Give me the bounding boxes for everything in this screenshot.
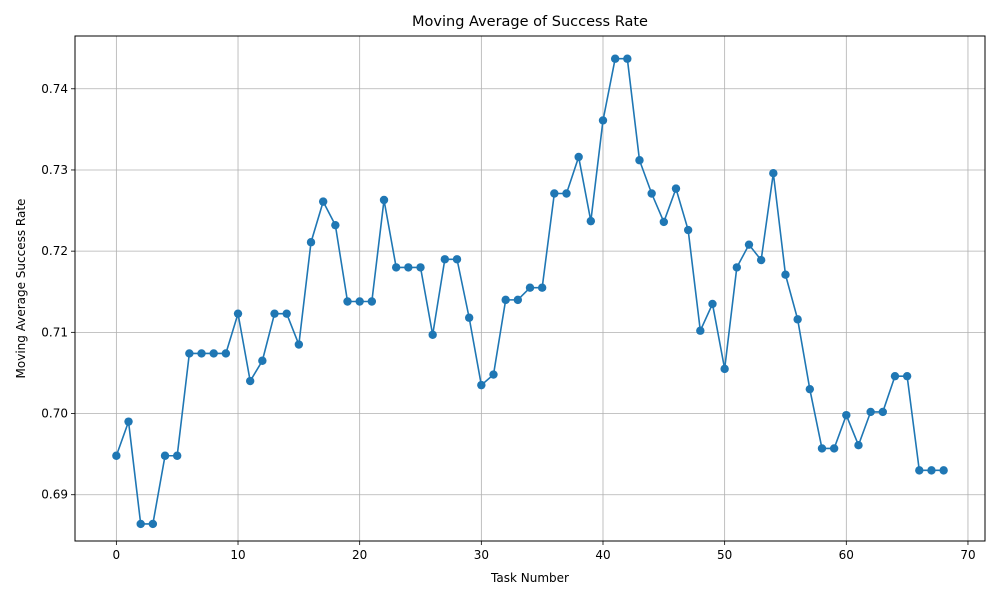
data-point (720, 364, 729, 374)
data-point (233, 309, 243, 318)
data-point (842, 410, 851, 420)
data-point (367, 297, 377, 306)
data-point (854, 440, 863, 450)
data-point (245, 376, 255, 386)
x-tick-label: 60 (839, 548, 854, 562)
data-point (428, 330, 437, 339)
data-point (112, 451, 121, 460)
data-point (829, 444, 839, 453)
data-point (221, 349, 231, 358)
data-point (318, 197, 328, 206)
data-point (331, 220, 340, 230)
data-point (781, 270, 790, 279)
plot-frame (74, 35, 986, 542)
data-point (598, 116, 608, 125)
data-point (258, 356, 267, 365)
data-point (756, 255, 766, 265)
data-point (927, 466, 936, 475)
data-point (294, 340, 304, 349)
y-tick-label: 0.72 (41, 244, 68, 258)
data-point (708, 299, 717, 309)
data-point (464, 313, 474, 322)
y-tick-label: 0.74 (41, 82, 68, 96)
data-point (416, 263, 425, 272)
data-point (890, 371, 900, 381)
data-point (209, 349, 218, 358)
data-point (160, 451, 170, 460)
x-tick-label: 20 (352, 548, 367, 562)
data-point (282, 309, 291, 318)
data-point (939, 466, 948, 475)
data-point (452, 255, 462, 264)
data-point (343, 297, 352, 306)
x-tick-label: 40 (595, 548, 610, 562)
data-point (172, 451, 182, 460)
x-tick-label: 0 (113, 548, 121, 562)
data-point (647, 189, 656, 198)
data-point (574, 152, 583, 162)
y-tick-label: 0.69 (41, 488, 68, 502)
data-point (769, 169, 778, 178)
data-point (610, 54, 620, 63)
data-point (270, 309, 279, 318)
data-point (124, 417, 133, 426)
y-tick-label: 0.71 (41, 325, 68, 339)
data-point (635, 156, 644, 165)
data-point (148, 519, 158, 529)
data-point (866, 407, 875, 417)
data-point (391, 263, 401, 272)
data-point (440, 255, 450, 264)
y-tick-label: 0.73 (41, 163, 68, 177)
data-point (537, 283, 547, 292)
data-point (525, 283, 535, 292)
grid-lines (75, 36, 985, 541)
x-tick-label: 50 (717, 548, 732, 562)
x-axis-label: Task Number (490, 571, 569, 585)
data-point (562, 189, 571, 198)
x-tick-label: 70 (960, 548, 975, 562)
data-point (306, 238, 316, 247)
series-layer (112, 54, 948, 529)
data-point (817, 444, 827, 453)
data-point (623, 54, 632, 63)
data-point (793, 315, 802, 324)
data-point (659, 217, 669, 227)
data-point (501, 295, 510, 305)
data-point (732, 263, 742, 272)
data-point (744, 240, 754, 249)
chart-title: Moving Average of Success Rate (412, 14, 648, 30)
data-point (586, 216, 596, 226)
data-point (379, 195, 389, 205)
y-axis-label: Moving Average Success Rate (14, 199, 28, 379)
data-point (489, 370, 498, 379)
data-point (915, 466, 924, 475)
data-point (136, 519, 145, 529)
data-point (878, 407, 888, 417)
x-tick-label: 30 (474, 548, 489, 562)
data-point (477, 380, 486, 390)
data-point (671, 184, 681, 193)
data-point (404, 263, 413, 272)
axis-ticks: 0 10 20 30 40 50 60 70 0.69 0.70 0.71 0.72 0.73 0.74 (41, 82, 975, 562)
data-point (683, 225, 693, 235)
data-point (513, 295, 523, 305)
data-point (902, 371, 912, 381)
y-tick-label: 0.70 (41, 407, 68, 421)
data-point (805, 384, 815, 394)
data-point (550, 189, 559, 198)
data-point (696, 326, 705, 335)
data-point (355, 297, 364, 306)
x-tick-label: 10 (230, 548, 245, 562)
data-point (197, 349, 206, 358)
data-point (185, 349, 194, 358)
